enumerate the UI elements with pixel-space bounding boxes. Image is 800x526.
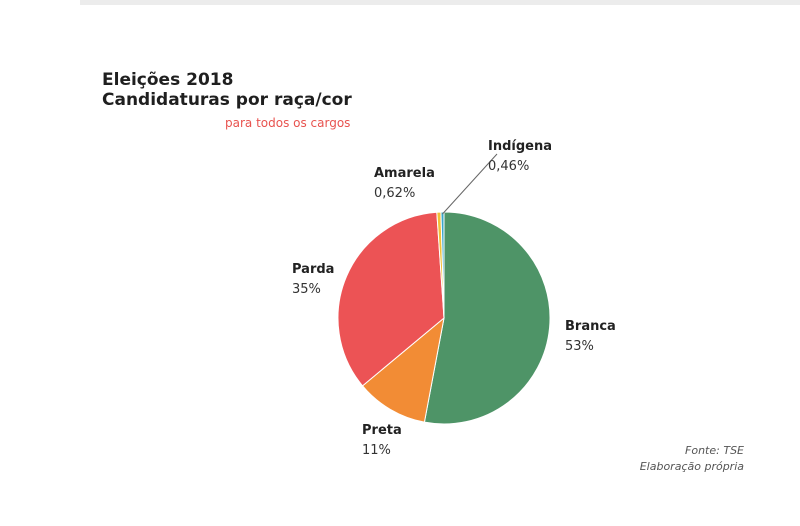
slice-label-preta: Preta <box>362 423 402 438</box>
slice-value-branca: 53% <box>565 339 594 354</box>
source-text: Fonte: TSE <box>685 444 744 457</box>
chart-title: Eleições 2018 Candidaturas por raça/cor <box>102 70 352 110</box>
leader-line-indigena <box>442 153 498 215</box>
pie-labels: Branca 53% Preta 11% Parda 35% Amarela 0,62% Ind… <box>292 139 616 458</box>
top-divider <box>80 0 800 5</box>
chart-subtitle: para todos os cargos <box>225 116 351 130</box>
slice-value-amarela: 0,62% <box>374 186 415 201</box>
slice-value-indigena: 0,46% <box>488 159 529 174</box>
slice-label-branca: Branca <box>565 319 616 334</box>
chart-title-line-1: Eleições 2018 <box>102 70 234 90</box>
slice-label-amarela: Amarela <box>374 166 435 181</box>
pie-slice-branca <box>423 211 551 425</box>
slice-value-preta: 11% <box>362 443 391 458</box>
chart-source: Fonte: TSE Elaboração própria <box>640 443 744 475</box>
slice-value-parda: 35% <box>292 282 321 297</box>
pie-slice-preta <box>361 316 445 423</box>
pie-slices <box>337 211 551 425</box>
slice-label-indigena: Indígena <box>488 139 552 154</box>
slice-label-parda: Parda <box>292 262 334 277</box>
source-note: Elaboração própria <box>639 460 744 473</box>
pie-leader-lines <box>442 153 498 215</box>
chart-title-line-2: Candidaturas por raça/cor <box>102 90 352 110</box>
pie-slice-parda <box>337 211 445 387</box>
